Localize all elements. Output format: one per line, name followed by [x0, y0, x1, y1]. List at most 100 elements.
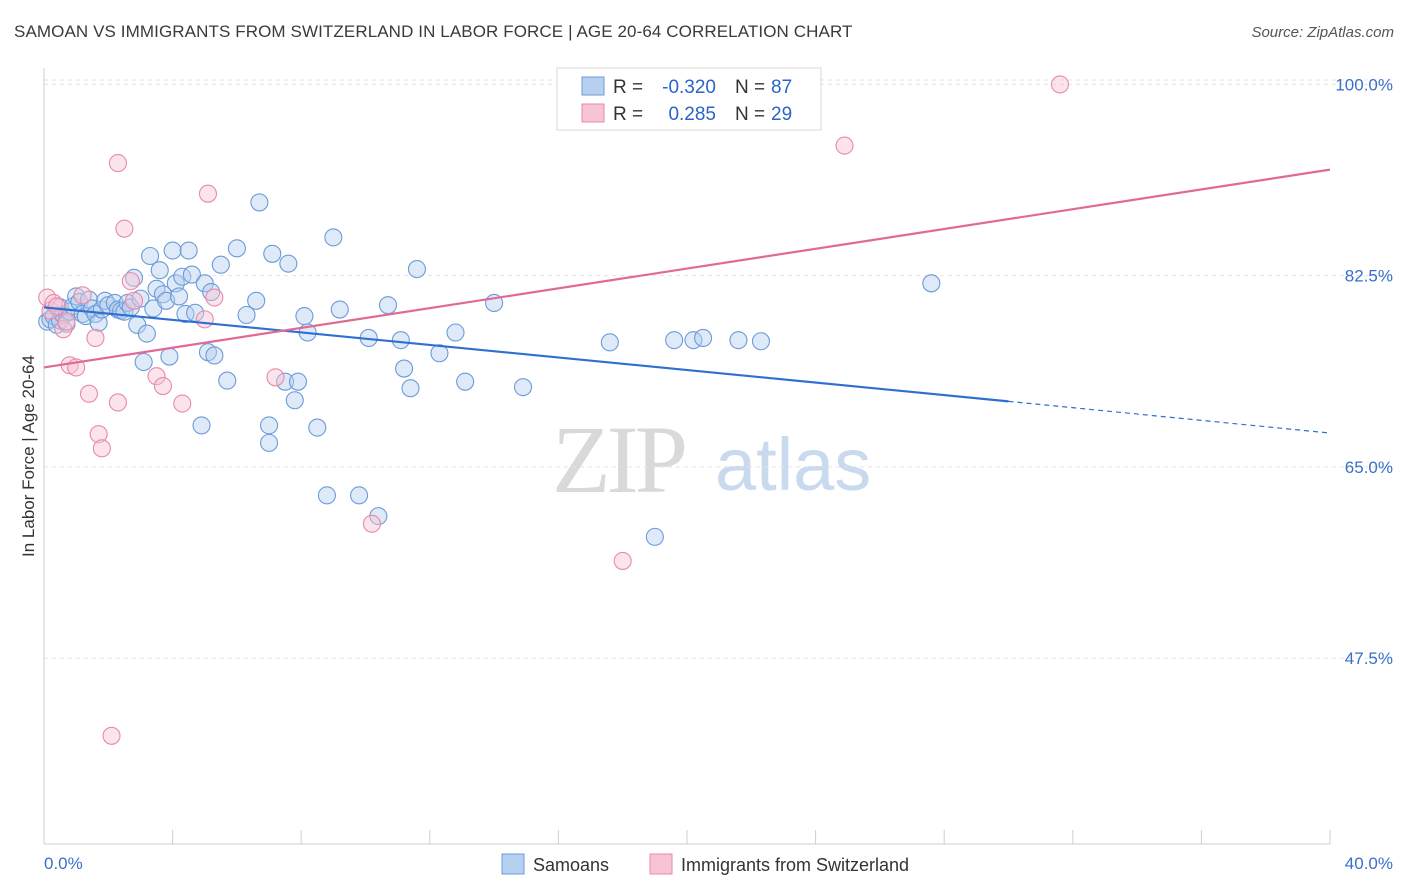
point-samoans	[295, 307, 314, 326]
data-points	[38, 75, 1069, 745]
point-switzerland	[195, 310, 214, 329]
watermark-zip: ZIP	[552, 406, 685, 513]
point-samoans	[182, 265, 201, 284]
point-samoans	[922, 274, 941, 293]
legend-r-label-1: R =	[613, 77, 643, 98]
point-samoans	[237, 305, 256, 325]
legend-r-value-samoans: -0.320	[662, 77, 716, 98]
point-samoans	[430, 344, 449, 363]
legend-n-label-2: N =	[735, 104, 765, 125]
series-legend: Samoans Immigrants from Switzerland	[501, 853, 909, 875]
y-tick-label: 82.5%	[1345, 267, 1393, 286]
point-switzerland	[108, 393, 127, 412]
x-tick-label-min: 0.0%	[44, 854, 83, 873]
point-switzerland	[89, 425, 108, 444]
point-switzerland	[124, 291, 144, 310]
point-samoans	[227, 239, 246, 258]
legend-swatch-samoans	[581, 76, 605, 96]
point-switzerland	[153, 377, 173, 396]
bottom-legend-swatch-switzerland	[649, 853, 673, 875]
point-samoans	[350, 486, 369, 505]
point-switzerland	[102, 726, 121, 745]
point-samoans	[276, 372, 295, 391]
trend-line-switzerland	[43, 168, 1331, 369]
point-samoans	[446, 323, 465, 342]
y-axis-title: In Labor Force | Age 20-64	[19, 355, 38, 557]
point-samoans	[369, 507, 388, 526]
trend-line-samoans-extrapolated	[1008, 400, 1331, 434]
point-samoans	[288, 372, 308, 391]
point-samoans	[160, 347, 179, 366]
point-switzerland	[1050, 75, 1069, 94]
point-samoans	[137, 324, 156, 343]
point-switzerland	[121, 272, 140, 291]
point-samoans	[401, 379, 420, 398]
point-samoans	[263, 244, 282, 263]
point-switzerland	[115, 219, 134, 238]
x-ticks	[43, 830, 1331, 844]
point-samoans	[192, 416, 211, 435]
bottom-legend-swatch-samoans	[501, 853, 525, 875]
point-samoans	[391, 331, 410, 350]
point-samoans	[163, 241, 182, 260]
point-samoans	[694, 328, 713, 348]
point-samoans	[378, 296, 398, 315]
point-samoans	[176, 304, 195, 323]
point-switzerland	[205, 288, 224, 307]
point-switzerland	[147, 367, 166, 386]
y-tick-label: 47.5%	[1345, 649, 1393, 668]
point-samoans	[134, 352, 153, 372]
point-samoans	[259, 433, 279, 452]
point-samoans	[124, 268, 144, 287]
point-samoans	[308, 418, 327, 437]
point-samoans	[179, 241, 198, 260]
trend-line-samoans	[43, 306, 1009, 403]
legend-n-value-switzerland: 29	[771, 104, 792, 125]
point-samoans	[324, 228, 343, 247]
bottom-legend-label-switzerland: Immigrants from Switzerland	[681, 855, 909, 875]
legend-r-value-switzerland: 0.285	[668, 104, 716, 125]
chart-source: Source: ZipAtlas.com	[1251, 24, 1394, 41]
watermark: ZIP atlas	[552, 406, 871, 513]
point-samoans	[211, 255, 230, 274]
bottom-legend-label-samoans: Samoans	[533, 855, 609, 875]
point-samoans	[513, 378, 533, 397]
point-samoans	[285, 391, 304, 410]
y-tick-label: 65.0%	[1345, 458, 1393, 477]
point-samoans	[259, 416, 279, 435]
legend-r-label-2: R =	[613, 104, 643, 125]
point-samoans	[407, 260, 426, 279]
point-samoans	[456, 372, 475, 391]
point-switzerland	[362, 514, 381, 533]
point-samoans	[150, 261, 169, 280]
point-switzerland	[173, 394, 192, 413]
point-switzerland	[108, 154, 127, 173]
point-samoans	[250, 193, 269, 212]
point-samoans	[279, 254, 298, 273]
point-switzerland	[198, 184, 218, 203]
point-switzerland	[92, 439, 111, 458]
point-samoans	[665, 331, 684, 350]
trend-lines	[43, 168, 1331, 434]
point-samoans	[218, 371, 237, 390]
point-samoans	[202, 283, 221, 302]
point-samoans	[729, 331, 748, 350]
stats-legend: R = -0.320 N = 87 R = 0.285 N = 29	[556, 67, 822, 131]
point-samoans	[395, 359, 414, 378]
point-samoans	[317, 486, 336, 505]
point-samoans	[141, 246, 160, 266]
point-samoans	[751, 332, 770, 351]
point-switzerland	[47, 297, 66, 316]
legend-n-value-samoans: 87	[771, 77, 792, 98]
point-switzerland	[79, 384, 99, 403]
point-switzerland	[57, 312, 76, 331]
point-samoans	[205, 346, 224, 365]
chart-title: SAMOAN VS IMMIGRANTS FROM SWITZERLAND IN…	[14, 22, 853, 41]
point-switzerland	[73, 286, 92, 305]
point-switzerland	[613, 551, 632, 570]
legend-n-label-1: N =	[735, 77, 765, 98]
watermark-atlas: atlas	[715, 423, 871, 506]
point-switzerland	[266, 368, 285, 387]
point-samoans	[169, 287, 189, 306]
